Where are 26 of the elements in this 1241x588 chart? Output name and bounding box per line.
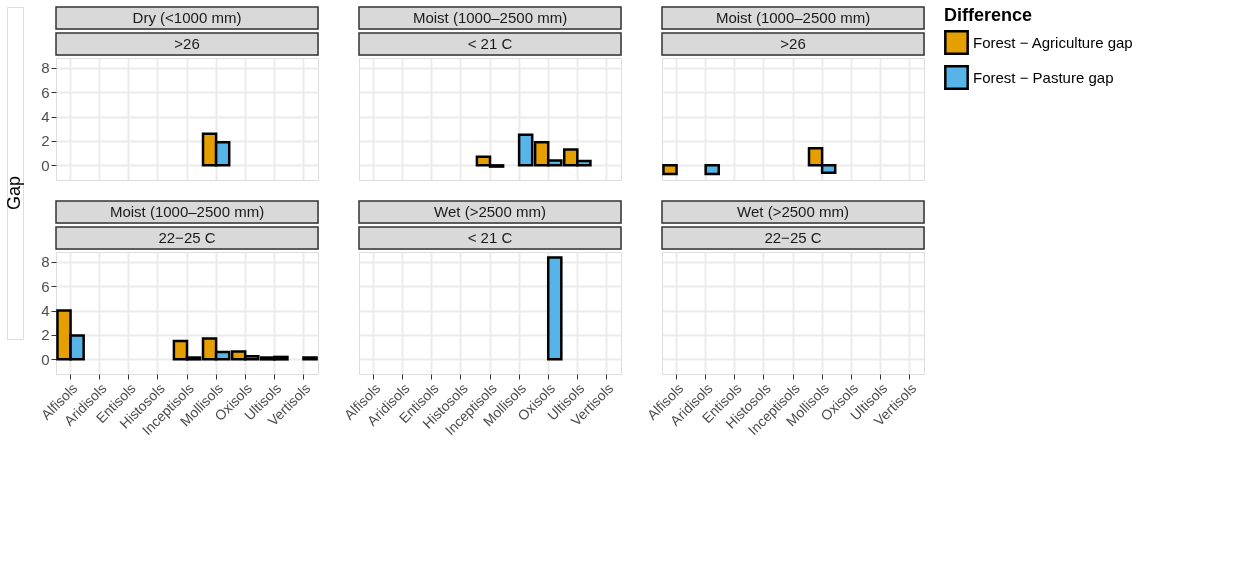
chart-title: Wet (>2500 mm) <box>434 203 546 220</box>
y-tick-label: 0 <box>41 156 50 174</box>
y-tick-label: 2 <box>41 326 50 344</box>
y-tick-label: 4 <box>41 108 50 126</box>
y-tick-label: 8 <box>41 253 50 271</box>
y-tick-label: 0 <box>41 350 50 368</box>
legend-label: Forest − Pasture gap <box>973 68 1114 86</box>
chart-subtitle: >26 <box>174 35 200 52</box>
chart-subtitle: < 21 C <box>467 229 513 246</box>
chart-title: Moist (1000–2500 mm) <box>715 9 871 26</box>
y-tick-label: 6 <box>41 277 50 295</box>
y-tick-label: 2 <box>41 132 50 150</box>
legend-title: Difference <box>944 5 1033 25</box>
y-tick-label: 6 <box>41 83 50 101</box>
chart-title: Dry (<1000 mm) <box>132 9 242 26</box>
chart-title: Moist (1000–2500 mm) <box>109 203 265 220</box>
chart-subtitle: 22−25 C <box>764 229 822 246</box>
chart-subtitle: < 21 C <box>467 35 513 52</box>
chart-subtitle: >26 <box>780 35 806 52</box>
chart-title: Moist (1000–2500 mm) <box>412 9 568 26</box>
y-axis-title: Gap <box>4 175 24 211</box>
y-tick-label: 8 <box>41 59 50 77</box>
legend-label: Forest − Agriculture gap <box>973 33 1133 51</box>
y-tick-label: 4 <box>41 302 50 320</box>
chart-title: Wet (>2500 mm) <box>737 203 849 220</box>
chart-subtitle: 22−25 C <box>158 229 216 246</box>
